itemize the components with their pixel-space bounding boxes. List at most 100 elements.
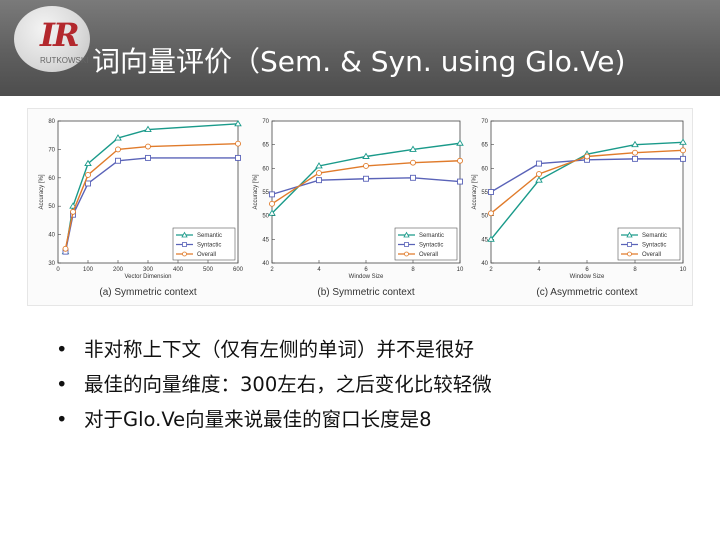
data-point [362,152,370,159]
y-tick-label: 60 [48,176,55,182]
x-tick-label: 0 [56,267,60,273]
legend-marker [182,251,187,257]
y-axis-label: Accuracy [%] [39,174,45,209]
data-point [85,180,91,187]
x-tick-label: 4 [317,267,321,273]
data-point [316,170,322,177]
x-tick-label: 2 [270,267,274,273]
ir-logo: IR RUTKOWSKI [14,6,90,72]
data-point [84,159,92,167]
x-axis-label: Window Size [570,274,605,280]
data-point [536,171,542,177]
x-tick-label: 4 [537,267,541,273]
legend-marker [627,242,632,247]
slide-header: IR RUTKOWSKI 词向量评价（Sem. & Syn. using Glo… [0,0,720,96]
legend-label: Syntactic [197,243,221,249]
data-point [457,178,463,185]
y-tick-label: 40 [262,261,269,267]
y-tick-label: 40 [481,261,488,267]
legend-label: Overall [642,252,661,258]
bullet-symbol: • [56,408,68,431]
data-point [632,149,638,156]
bullet-item-2: • 最佳的向量维度：300左右，之后变化比较轻微 [56,367,696,402]
legend-label: Overall [419,252,438,258]
x-tick-label: 300 [143,267,154,273]
bullet-text: 对于Glo.Ve向量来说最佳的窗口长度是8 [84,408,432,431]
y-tick-label: 60 [262,166,269,172]
data-point [114,134,122,141]
legend-marker [404,242,409,247]
y-tick-label: 50 [48,204,55,210]
y-axis-label: Accuracy [%] [253,174,259,209]
data-point [144,125,152,132]
data-point [487,235,495,242]
data-point [269,200,275,207]
y-tick-label: 70 [481,119,488,125]
y-tick-label: 70 [262,119,269,125]
y-tick-label: 50 [262,214,269,220]
y-tick-label: 45 [481,237,488,243]
data-point [85,172,91,178]
data-point [410,174,416,181]
bullet-item-3: • 对于Glo.Ve向量来说最佳的窗口长度是8 [56,402,696,437]
data-point [145,154,151,161]
legend-label: Syntactic [419,243,443,249]
x-tick-label: 8 [411,267,415,273]
y-tick-label: 80 [48,119,55,125]
x-tick-label: 2 [489,267,493,273]
data-point [235,154,241,161]
data-point [535,176,543,183]
data-point [316,177,322,184]
bullet-symbol: • [56,373,68,396]
y-tick-label: 30 [48,261,55,267]
y-tick-label: 40 [48,233,55,239]
x-tick-label: 8 [633,267,637,273]
data-point [234,119,242,127]
data-point [62,245,69,252]
x-tick-label: 400 [173,267,184,273]
legend-marker [181,231,188,238]
data-point [536,160,542,167]
y-tick-label: 65 [262,143,269,149]
legend-label: Semantic [642,233,667,239]
data-point [145,143,151,150]
y-tick-label: 60 [481,166,488,172]
legend-marker [627,251,632,257]
legend-marker [404,251,409,257]
data-point [235,140,241,147]
data-point [409,145,417,152]
legend-label: Syntactic [642,243,666,249]
data-point [488,210,494,217]
data-point [269,191,275,198]
x-axis-label: Vector Dimension [124,274,171,280]
data-point [584,153,590,160]
legend-label: Overall [197,252,216,258]
bullet-text: 非对称上下文（仅有左侧的单词）并不是很好 [84,338,475,361]
figure-panel: 0 100 200 300 400 500 600 30 40 50 60 70 80 Vector Di… [27,108,693,306]
y-tick-label: 55 [481,190,488,196]
data-point [268,209,276,216]
y-tick-label: 70 [48,147,55,153]
data-point [457,157,463,164]
data-point [680,147,686,154]
data-point [115,157,121,164]
data-point [679,138,687,145]
data-point [410,159,416,166]
x-tick-label: 6 [364,267,368,273]
data-point [632,155,638,162]
bullet-item-1: • 非对称上下文（仅有左侧的单词）并不是很好 [56,332,696,367]
logo-subtext: RUTKOWSKI [40,56,89,65]
y-tick-label: 50 [481,214,488,220]
legend-marker [626,231,633,238]
figure-caption: (c) Asymmetric context [536,287,637,298]
x-tick-label: 100 [83,267,94,273]
y-tick-label: 55 [262,190,269,196]
y-axis-label: Accuracy [%] [472,174,478,209]
x-axis-label: Window Size [349,274,384,280]
data-point [70,208,76,215]
y-tick-label: 45 [262,237,269,243]
legend-marker [403,231,410,238]
figure-caption: (b) Symmetric context [317,287,414,298]
data-point [488,189,494,195]
data-point [315,162,323,169]
